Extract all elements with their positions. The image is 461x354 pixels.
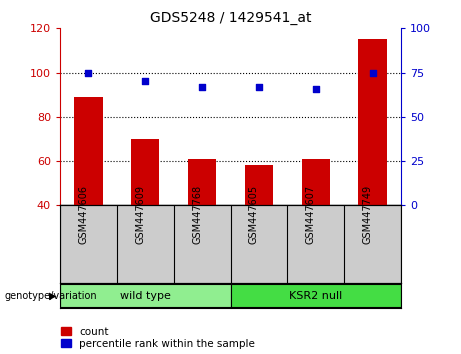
Point [85,70,92,75]
Text: wild type: wild type [120,291,171,301]
Point [369,70,376,75]
Title: GDS5248 / 1429541_at: GDS5248 / 1429541_at [150,11,311,24]
Bar [230,285,401,307]
Bar [131,139,160,205]
Bar [74,97,102,205]
Text: GSM447605: GSM447605 [249,185,259,244]
Bar [245,166,273,205]
Point [255,84,263,90]
Text: GSM447607: GSM447607 [306,185,316,244]
Point [198,84,206,90]
Text: KSR2 null: KSR2 null [289,291,343,301]
Legend: count, percentile rank within the sample: count, percentile rank within the sample [60,327,255,349]
Text: GSM447609: GSM447609 [135,185,145,244]
Text: ▶: ▶ [49,291,57,301]
Bar [301,159,330,205]
Bar [60,285,230,307]
Text: GSM447768: GSM447768 [192,185,202,244]
Bar [358,39,387,205]
Point [142,79,149,84]
Text: GSM447606: GSM447606 [78,185,89,244]
Text: genotype/variation: genotype/variation [5,291,97,301]
Point [312,86,319,91]
Text: GSM447749: GSM447749 [363,185,372,244]
Bar [188,159,216,205]
